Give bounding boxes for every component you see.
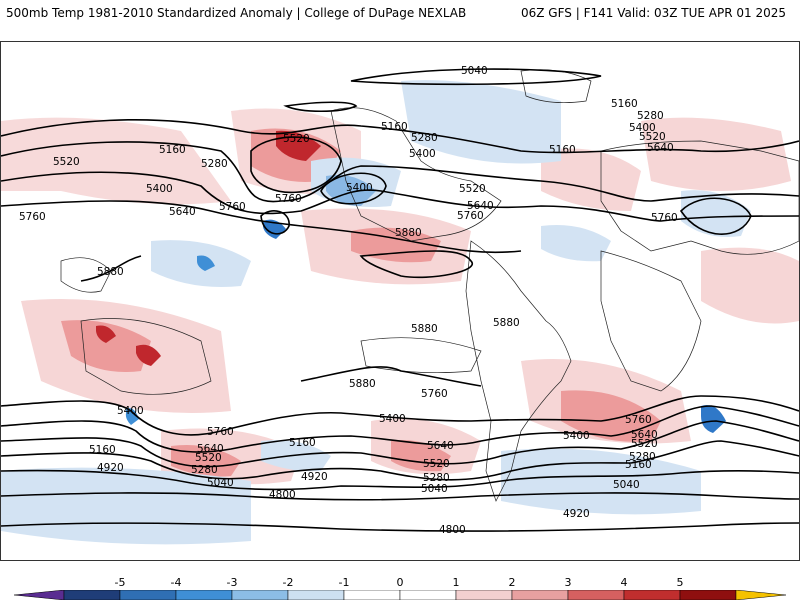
contour-label: 5400 [563,430,590,442]
colorbar-segment [623,590,681,600]
contour-label: 5640 [427,440,454,452]
contour-label: 5520 [195,452,222,464]
colorbar-segment [63,590,121,600]
contour-label: 4800 [269,489,296,501]
colorbar-segment [399,590,457,600]
map-canvas: 5040 5160 5160 5160 5160 5280 5280 5280 … [1,65,799,545]
contour-label: 5160 [89,444,116,456]
contour-label: 5280 [423,472,450,484]
contour-label: 4920 [97,462,124,474]
contour-label: 5280 [201,158,228,170]
contour-label: 5880 [395,227,422,239]
colorbar-tick-label: -4 [170,576,182,589]
contour-label: 5280 [191,464,218,476]
colorbar-tick-label: -3 [226,576,238,589]
contour-label: 5280 [637,110,664,122]
height-contours [1,68,799,532]
contour-label: 5280 [411,132,438,144]
contour-label: 5520 [459,183,486,195]
contour-label: 5160 [611,98,638,110]
contour-label: 5160 [381,121,408,133]
contour-label: 5520 [283,133,310,145]
contour-label: 5520 [53,156,80,168]
map-title: 500mb Temp 1981-2010 Standardized Anomal… [6,6,467,20]
colorbar-tick-label: 3 [564,576,572,589]
colorbar-segment [119,590,177,600]
contour-label: 5160 [159,144,186,156]
contour-label: 5760 [457,210,484,222]
contour-label: 5760 [651,212,678,224]
colorbar-segment [343,590,401,600]
contour-label: 5640 [169,206,196,218]
contour-label: 5760 [421,388,448,400]
contour-label: 5040 [421,483,448,495]
contour-label: 5400 [117,405,144,417]
colorbar-segment [175,590,233,600]
colorbar-min-arrow [14,590,65,600]
colorbar-max-arrow [735,590,786,600]
colorbar-tick-label: 1 [452,576,460,589]
contour-label: 5640 [631,429,658,441]
contour-label: 5640 [647,142,674,154]
contour-label: 5880 [411,323,438,335]
contour-label: 5520 [423,458,450,470]
colorbar-tick-label: 5 [676,576,684,589]
contour-label: 5520 [639,131,666,143]
colorbar-tick-label: 2 [508,576,516,589]
contour-label: 5760 [19,211,46,223]
contour-label: 5520 [631,438,658,450]
colorbar-tick-label: -2 [282,576,294,589]
contour-label: 5760 [625,414,652,426]
contour-label: 5160 [549,144,576,156]
colorbar [14,590,786,600]
contour-label: 5400 [409,148,436,160]
contour-labels: 5040 5160 5160 5160 5160 5280 5280 5280 … [19,65,678,536]
colorbar-segment [455,590,513,600]
contour-label: 5280 [629,451,656,463]
colorbar-tick-label: -5 [114,576,126,589]
colorbar-tick-label: 0 [396,576,404,589]
contour-label: 4920 [301,471,328,483]
contour-label: 5760 [219,201,246,213]
model-run-info: 06Z GFS | F141 Valid: 03Z TUE APR 01 202… [520,6,786,20]
colorbar-segment [567,590,625,600]
contour-label: 5880 [97,266,124,278]
colorbar-tick-label: 4 [620,576,628,589]
contour-label: 5640 [197,443,224,455]
contour-label: 5880 [493,317,520,329]
contour-label: 5400 [379,413,406,425]
contour-label: 5040 [207,477,234,489]
weather-map: 5040 5160 5160 5160 5160 5280 5280 5280 … [0,41,800,561]
contour-label: 5160 [289,437,316,449]
contour-label: 5400 [629,122,656,134]
colorbar-segment [511,590,569,600]
contour-label: 5760 [275,193,302,205]
contour-label: 5040 [461,65,488,77]
contour-label: 4800 [439,524,466,536]
contour-label: 5640 [467,200,494,212]
colorbar-segment [679,590,737,600]
colorbar-segment [287,590,345,600]
contour-label: 4920 [563,508,590,520]
contour-label: 5040 [613,479,640,491]
colorbar-segment [231,590,289,600]
colorbar-tick-label: -1 [338,576,350,589]
contour-label: 5880 [349,378,376,390]
contour-label: 5400 [146,183,173,195]
contour-label: 5760 [207,426,234,438]
contour-label: 5400 [346,182,373,194]
contour-label: 5160 [625,459,652,471]
